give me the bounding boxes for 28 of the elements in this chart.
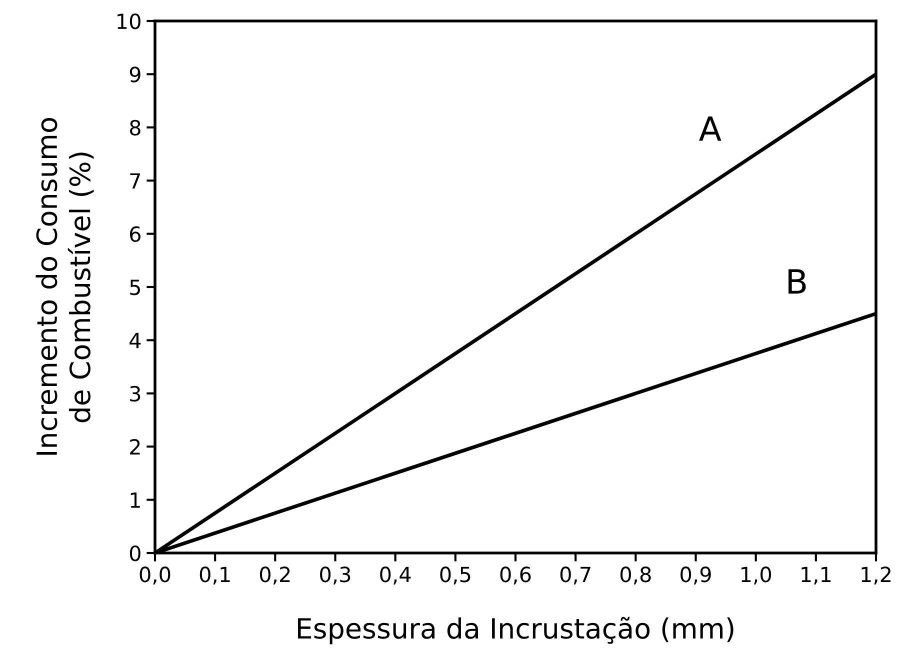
x-axis-title: Espessura da Incrustação (mm) xyxy=(298,616,734,644)
x-tick-label: 0,5 xyxy=(440,566,470,584)
x-tick-label: 0,8 xyxy=(620,566,651,584)
x-tick-label: 0,3 xyxy=(320,566,350,584)
y-tick-label: 3 xyxy=(130,386,140,402)
x-tick-label: 0,4 xyxy=(380,566,411,584)
y-tick-label: 4 xyxy=(130,332,141,348)
y-tick-label: 6 xyxy=(130,226,140,242)
y-tick-label: 5 xyxy=(130,280,140,296)
y-tick-label: 2 xyxy=(130,439,140,455)
x-tick-label: 0,0 xyxy=(140,566,170,584)
series-label: B xyxy=(788,269,806,294)
y-tick-label: 7 xyxy=(130,173,140,189)
x-tick-label: 1,0 xyxy=(742,566,772,584)
y-axis-title: Incremento do Consumo de Combustível (%) xyxy=(36,118,94,455)
x-tick-label: 1,2 xyxy=(862,566,890,584)
x-tick-label: 1,1 xyxy=(802,566,831,584)
y-tick-label: 10 xyxy=(118,13,140,30)
y-tick-label: 0 xyxy=(130,545,140,562)
y-tick-label: 8 xyxy=(130,120,140,136)
y-tick-label: 1 xyxy=(130,492,140,508)
x-tick-label: 0,6 xyxy=(500,566,531,584)
x-tick-label: 0,1 xyxy=(200,566,230,584)
y-tick-label: 9 xyxy=(130,66,140,82)
series-label: A xyxy=(699,116,722,141)
x-tick-label: 0,7 xyxy=(560,566,590,584)
x-tick-label: 0,2 xyxy=(260,566,290,584)
x-tick-label: 0,9 xyxy=(680,566,711,584)
